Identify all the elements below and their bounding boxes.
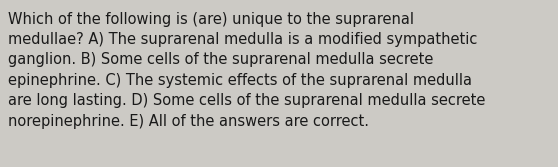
Text: Which of the following is (are) unique to the suprarenal
medullae? A) The suprar: Which of the following is (are) unique t… [8,12,485,129]
